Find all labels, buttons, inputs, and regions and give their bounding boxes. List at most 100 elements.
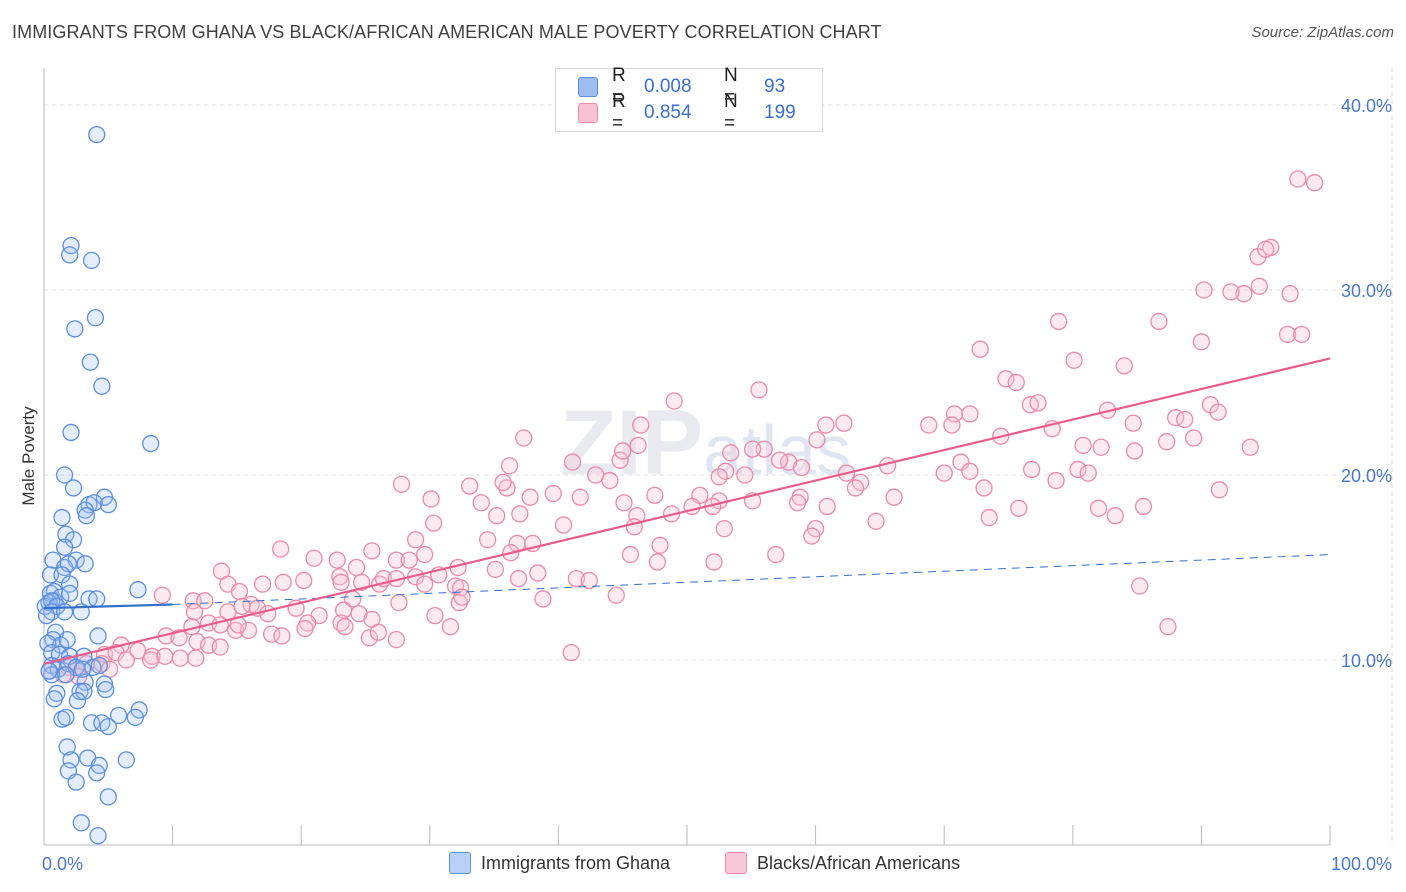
blacks-point [646,486,664,505]
blacks-point [1010,499,1028,517]
ghana-point [77,507,96,525]
blacks-point [400,551,418,569]
ghana-point [99,495,117,514]
blacks-point [521,488,539,506]
blacks-point [1195,281,1213,299]
ghana-point [57,666,75,684]
legend-n-label: N = [724,65,738,108]
ghana-point [40,662,58,680]
blacks-point [515,429,533,447]
blacks-point [1065,351,1083,369]
blacks-point [1007,373,1025,392]
legend-r-value: 0.008 [644,76,692,97]
ghana-point [88,590,106,608]
blacks-point [715,520,733,538]
blacks-point [885,488,903,506]
blacks-point [1029,394,1047,412]
blacks-point [601,471,619,490]
gridlines [44,68,1393,845]
chart-title: IMMIGRANTS FROM GHANA VS BLACK/AFRICAN A… [12,22,882,42]
blacks-point [529,564,547,582]
legend-row-ghana: R = 0.008 N = 93 [578,65,785,108]
blacks-point [1047,471,1065,490]
y-tick-label: 10.0% [1341,651,1392,671]
ghana-point [73,660,92,678]
y-tick-label: 30.0% [1341,281,1392,301]
blacks-point [710,468,728,486]
blacks-point [331,568,349,586]
blacks-point [975,479,993,497]
blacks-point [142,651,160,669]
ghana-point [76,555,94,573]
blacks-point [274,573,292,591]
ghana-point [55,466,74,484]
ghana-point [55,603,74,621]
bottom-legend-ghana[interactable]: Immigrants from Ghana [449,852,670,874]
blacks-point [253,575,272,593]
ghana-point [57,708,75,726]
blacks-point [750,381,768,399]
blacks-point [511,505,529,523]
blacks-point [563,453,582,471]
blacks-point [185,603,204,621]
ghana-point [72,814,90,832]
blacks-point [407,531,425,549]
blacks-point [567,569,586,588]
bottom-legend-label-ghana: Immigrants from Ghana [481,852,671,873]
blacks-point [1050,312,1068,331]
bottom-legend-label-blacks: Blacks/African Americans [757,852,961,873]
ghana-point [61,246,79,264]
blacks-point [632,416,650,434]
ghana-point [39,634,57,652]
ghana-point [99,717,117,736]
blacks-point [1106,507,1124,525]
blacks-point [1250,277,1268,295]
series-blacks-points [40,170,1324,686]
blacks-point [705,553,723,571]
ghana-point [89,627,107,645]
series-ghana-points [36,125,160,845]
blacks-point [621,545,640,564]
blacks-point [767,545,785,564]
ghana-point [45,690,63,708]
bottom-legend-blacks[interactable]: Blacks/African Americans [725,852,960,874]
ghana-point [58,631,76,649]
blacks-point [935,464,953,482]
blacks-point [580,571,598,590]
blacks-point [387,551,406,569]
trend-line-blacks [43,357,1331,665]
blacks-point [554,516,573,534]
blacks-point [1176,410,1194,429]
legend-n-label: N = [724,91,738,134]
blacks-point [792,458,811,477]
blacks-point [1209,403,1227,421]
blacks-point [788,494,807,512]
correlation-legend: R = 0.008 N = 93 R = 0.854 N = 199 [555,65,823,134]
blacks-point [1125,442,1144,460]
trend-line-ghana [43,603,173,610]
blacks-point [1305,174,1324,192]
ghana-point [64,479,83,497]
ghana-point [61,575,79,593]
blacks-point [1192,333,1211,351]
ghana-point [58,738,76,756]
legend-row-blacks: R = 0.854 N = 199 [578,91,796,134]
blacks-point [1124,414,1142,432]
y-tick-label: 20.0% [1341,466,1392,486]
blacks-point [1289,170,1307,188]
blacks-point [453,588,471,606]
blacks-point [770,451,789,469]
blacks-point [305,549,323,567]
blacks-point [665,392,683,410]
bottom-legend-swatch-blacks [725,852,747,874]
blacks-point [239,621,258,640]
blacks-point [336,618,354,636]
ghana-point [97,680,115,699]
blacks-point [1235,285,1253,303]
blacks-point [390,594,408,612]
blacks-point [170,629,188,647]
blacks-point [648,553,667,571]
blacks-point [1278,325,1297,344]
watermark: ZIPatlas [560,392,851,494]
